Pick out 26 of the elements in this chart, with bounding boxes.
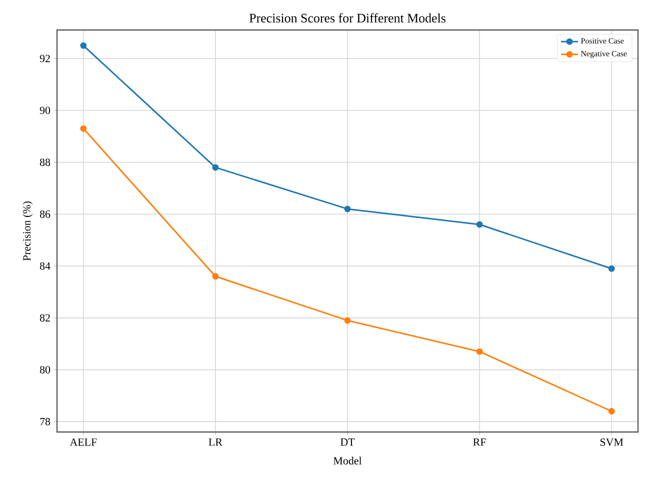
point [344,317,351,324]
point [80,125,87,132]
point [608,408,615,414]
y-tick-label: 84 [40,262,50,270]
y-tick-label: 90 [40,106,50,114]
y-tick-label: 82 [40,314,50,322]
point [344,206,351,212]
point [608,265,615,272]
point [212,273,219,280]
x-tick-label: AELF [70,438,97,446]
x-axis-title: Model [334,456,362,464]
y-tick-label: 88 [40,158,50,166]
x-tick-label: RF [473,438,486,446]
y-tick-label: 86 [40,210,50,218]
y-tick-label: 78 [40,418,50,426]
y-tick-label: 92 [40,54,50,62]
y-axis-title: Precision (%) [22,201,33,261]
chart-title: Precision Scores for Different Models [249,13,446,22]
y-tick-label: 80 [40,366,50,374]
point [212,164,219,171]
point [476,348,483,355]
x-tick-label: LR [208,438,222,446]
point [476,221,483,228]
point [80,42,87,49]
x-tick-label: DT [340,438,355,446]
x-tick-label: SVM [600,438,624,446]
